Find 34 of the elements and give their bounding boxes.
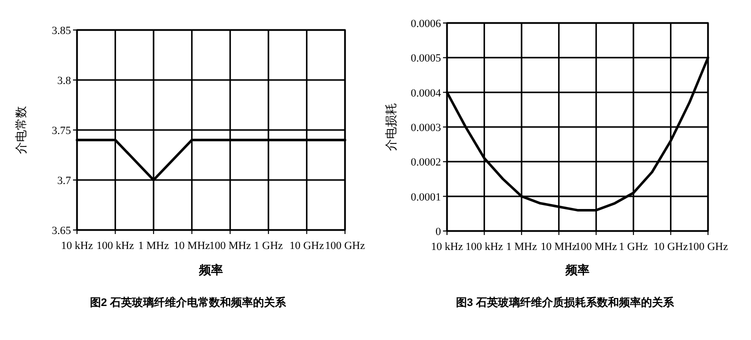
y-tick-label: 0.0005 — [410, 52, 442, 65]
x-tick-label: 100 kHz — [96, 240, 134, 252]
y-tick-label: 0.0002 — [410, 156, 441, 169]
x-tick-label: 10 kHz — [60, 240, 94, 252]
y-tick-label: 0 — [436, 226, 442, 238]
x-tick-label: 100 GHz — [688, 241, 728, 253]
y-tick-label: 3.75 — [52, 125, 72, 137]
x-tick-label: 1 MHz — [506, 241, 538, 253]
caption: 图2 石英玻璃纤维介电常数和频率的关系 — [90, 296, 288, 309]
x-tick-label: 100 MHz — [575, 241, 618, 253]
caption: 图3 石英玻璃纤维介质损耗系数和频率的关系 — [456, 296, 676, 309]
y-tick-label: 3.7 — [57, 175, 72, 187]
x-axis-title: 频率 — [564, 263, 590, 277]
y-tick-label: 0.0004 — [410, 87, 442, 100]
x-tick-label: 10 MHz — [174, 240, 210, 252]
x-axis-title: 频率 — [198, 263, 223, 277]
y-tick-label: 0.0003 — [410, 122, 442, 134]
y-tick-label: 0.0001 — [410, 191, 441, 204]
x-tick-label: 100 GHz — [324, 240, 366, 252]
x-tick-label: 100 kHz — [465, 241, 504, 253]
y-tick-label: 3.85 — [52, 25, 72, 37]
x-tick-label: 100 MHz — [209, 240, 252, 252]
y-tick-label: 3.8 — [57, 75, 72, 87]
y-tick-label: 0.0006 — [410, 18, 442, 30]
x-tick-label: 10 GHz — [289, 240, 324, 252]
x-tick-label: 10 kHz — [430, 241, 464, 253]
x-tick-label: 10 GHz — [653, 241, 688, 253]
x-tick-label: 1 GHz — [254, 240, 284, 252]
x-tick-label: 1 MHz — [138, 240, 170, 252]
x-tick-label: 1 GHz — [618, 241, 648, 253]
y-axis-title: 介电损耗 — [384, 103, 398, 151]
x-tick-label: 10 MHz — [540, 241, 578, 253]
y-tick-label: 3.65 — [52, 225, 72, 237]
y-axis-title: 介电常数 — [14, 106, 28, 154]
